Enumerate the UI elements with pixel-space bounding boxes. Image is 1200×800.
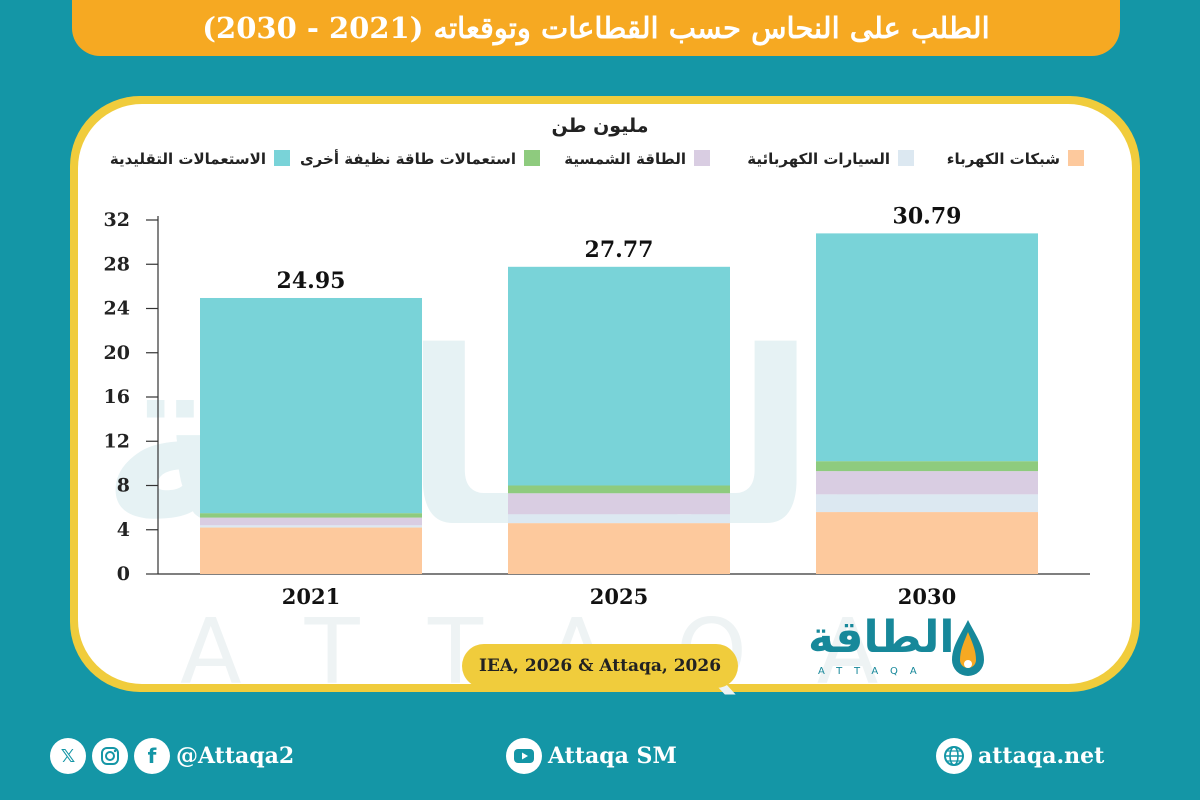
legend-swatch bbox=[524, 150, 540, 166]
youtube-icon[interactable] bbox=[506, 738, 542, 774]
bar-segment-2030-1 bbox=[816, 494, 1038, 513]
bar-segment-2021-2 bbox=[200, 517, 422, 526]
bar-total-label: 27.77 bbox=[585, 237, 654, 263]
bar-segment-2021-1 bbox=[200, 525, 422, 528]
page-title: الطلب على النحاس حسب القطاعات وتوقعاته (… bbox=[202, 11, 990, 45]
y-tick-label: 12 bbox=[104, 430, 130, 452]
bar-segment-2025-2 bbox=[508, 493, 730, 515]
x-tick-label: 2030 bbox=[898, 584, 956, 609]
x-tick-label: 2021 bbox=[282, 584, 340, 609]
legend-label: الاستعمالات التقليدية bbox=[110, 150, 266, 168]
legend-swatch bbox=[274, 150, 290, 166]
bar-segment-2025-4 bbox=[508, 266, 730, 486]
chart-bars: 24.95 2021 27.77 2025 30.79 2030 bbox=[200, 203, 1038, 609]
facebook-icon[interactable]: f bbox=[134, 738, 170, 774]
bar-segment-2021-0 bbox=[200, 527, 422, 574]
bar-total-label: 30.79 bbox=[893, 203, 962, 229]
bar-segment-2021-4 bbox=[200, 297, 422, 514]
globe-icon[interactable] bbox=[936, 738, 972, 774]
unit-label: مليون طن bbox=[551, 115, 648, 137]
bar-segment-2025-3 bbox=[508, 485, 730, 494]
legend-label: السيارات الكهربائية bbox=[747, 150, 890, 168]
bar-segment-2030-0 bbox=[816, 512, 1038, 574]
brand-drop-icon bbox=[952, 620, 984, 676]
y-tick-label: 4 bbox=[117, 519, 130, 541]
x-icon[interactable]: 𝕏 bbox=[50, 738, 86, 774]
website-link[interactable]: attaqa.net bbox=[978, 743, 1105, 769]
youtube-label[interactable]: Attaqa SM bbox=[548, 743, 677, 769]
legend-swatch bbox=[898, 150, 914, 166]
bar-segment-2030-4 bbox=[816, 233, 1038, 462]
bar-total-label: 24.95 bbox=[277, 268, 346, 294]
brand-logo-text: الطاقة bbox=[808, 612, 955, 663]
footer-youtube: Attaqa SM bbox=[506, 734, 677, 778]
bar-segment-2030-2 bbox=[816, 471, 1038, 495]
y-tick-label: 32 bbox=[104, 209, 130, 231]
brand-logo-subtext: ATTAQA bbox=[818, 666, 929, 677]
source-pill: IEA, 2026 & Attaqa, 2026 bbox=[462, 644, 738, 688]
bar-segment-2030-3 bbox=[816, 461, 1038, 472]
legend-label: الطاقة الشمسية bbox=[564, 150, 686, 168]
footer-social: 𝕏 f @Attaqa2 bbox=[50, 734, 294, 778]
y-tick-label: 8 bbox=[117, 475, 130, 497]
source-text: IEA, 2026 & Attaqa, 2026 bbox=[478, 656, 722, 676]
legend-label: شبكات الكهرباء bbox=[947, 150, 1060, 168]
social-handle[interactable]: @Attaqa2 bbox=[176, 743, 295, 769]
x-tick-label: 2025 bbox=[590, 584, 648, 609]
y-tick-label: 20 bbox=[104, 342, 130, 364]
legend-swatch bbox=[694, 150, 710, 166]
y-tick-label: 0 bbox=[117, 563, 130, 585]
y-tick-label: 24 bbox=[104, 298, 130, 320]
legend-label: استعمالات طاقة نظيفة أخرى bbox=[300, 149, 516, 168]
bar-segment-2021-3 bbox=[200, 513, 422, 518]
y-tick-label: 28 bbox=[104, 253, 130, 275]
instagram-icon[interactable] bbox=[92, 738, 128, 774]
page-title-bar: الطلب على النحاس حسب القطاعات وتوقعاته (… bbox=[72, 0, 1120, 56]
bar-segment-2025-0 bbox=[508, 523, 730, 574]
bar-segment-2025-1 bbox=[508, 514, 730, 524]
legend-swatch bbox=[1068, 150, 1084, 166]
footer-website: attaqa.net bbox=[936, 734, 1104, 778]
y-tick-label: 16 bbox=[104, 386, 130, 408]
chart-legend: شبكات الكهرباء السيارات الكهربائية الطاقة … bbox=[110, 149, 1084, 168]
